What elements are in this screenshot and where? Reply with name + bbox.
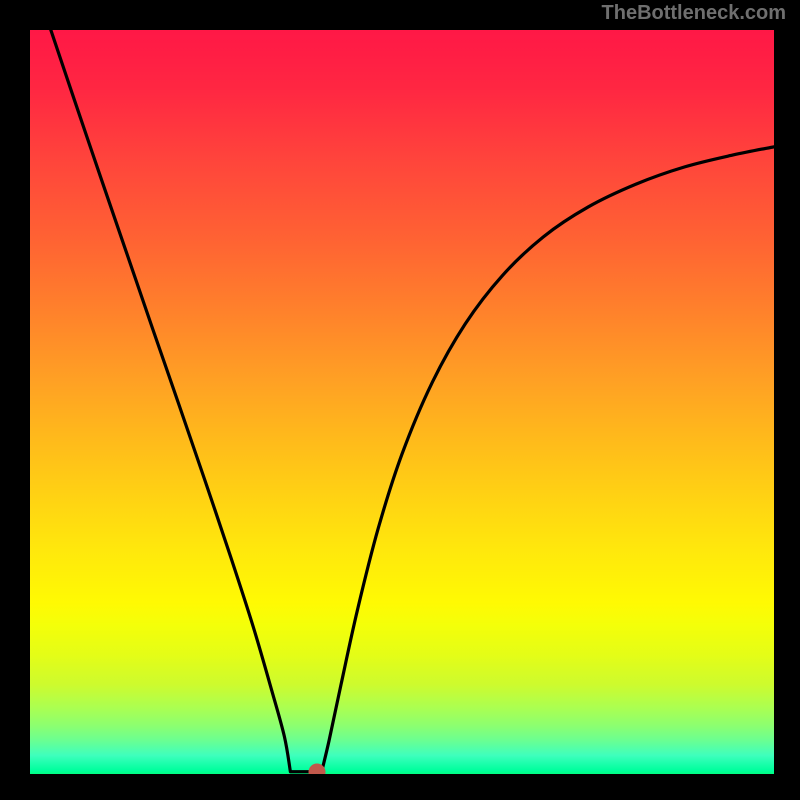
source-watermark: TheBottleneck.com <box>602 2 786 25</box>
plot-area <box>30 30 774 774</box>
optimal-point-marker <box>309 763 326 774</box>
chart-container: TheBottleneck.com <box>0 0 800 800</box>
gradient-background <box>30 30 774 774</box>
